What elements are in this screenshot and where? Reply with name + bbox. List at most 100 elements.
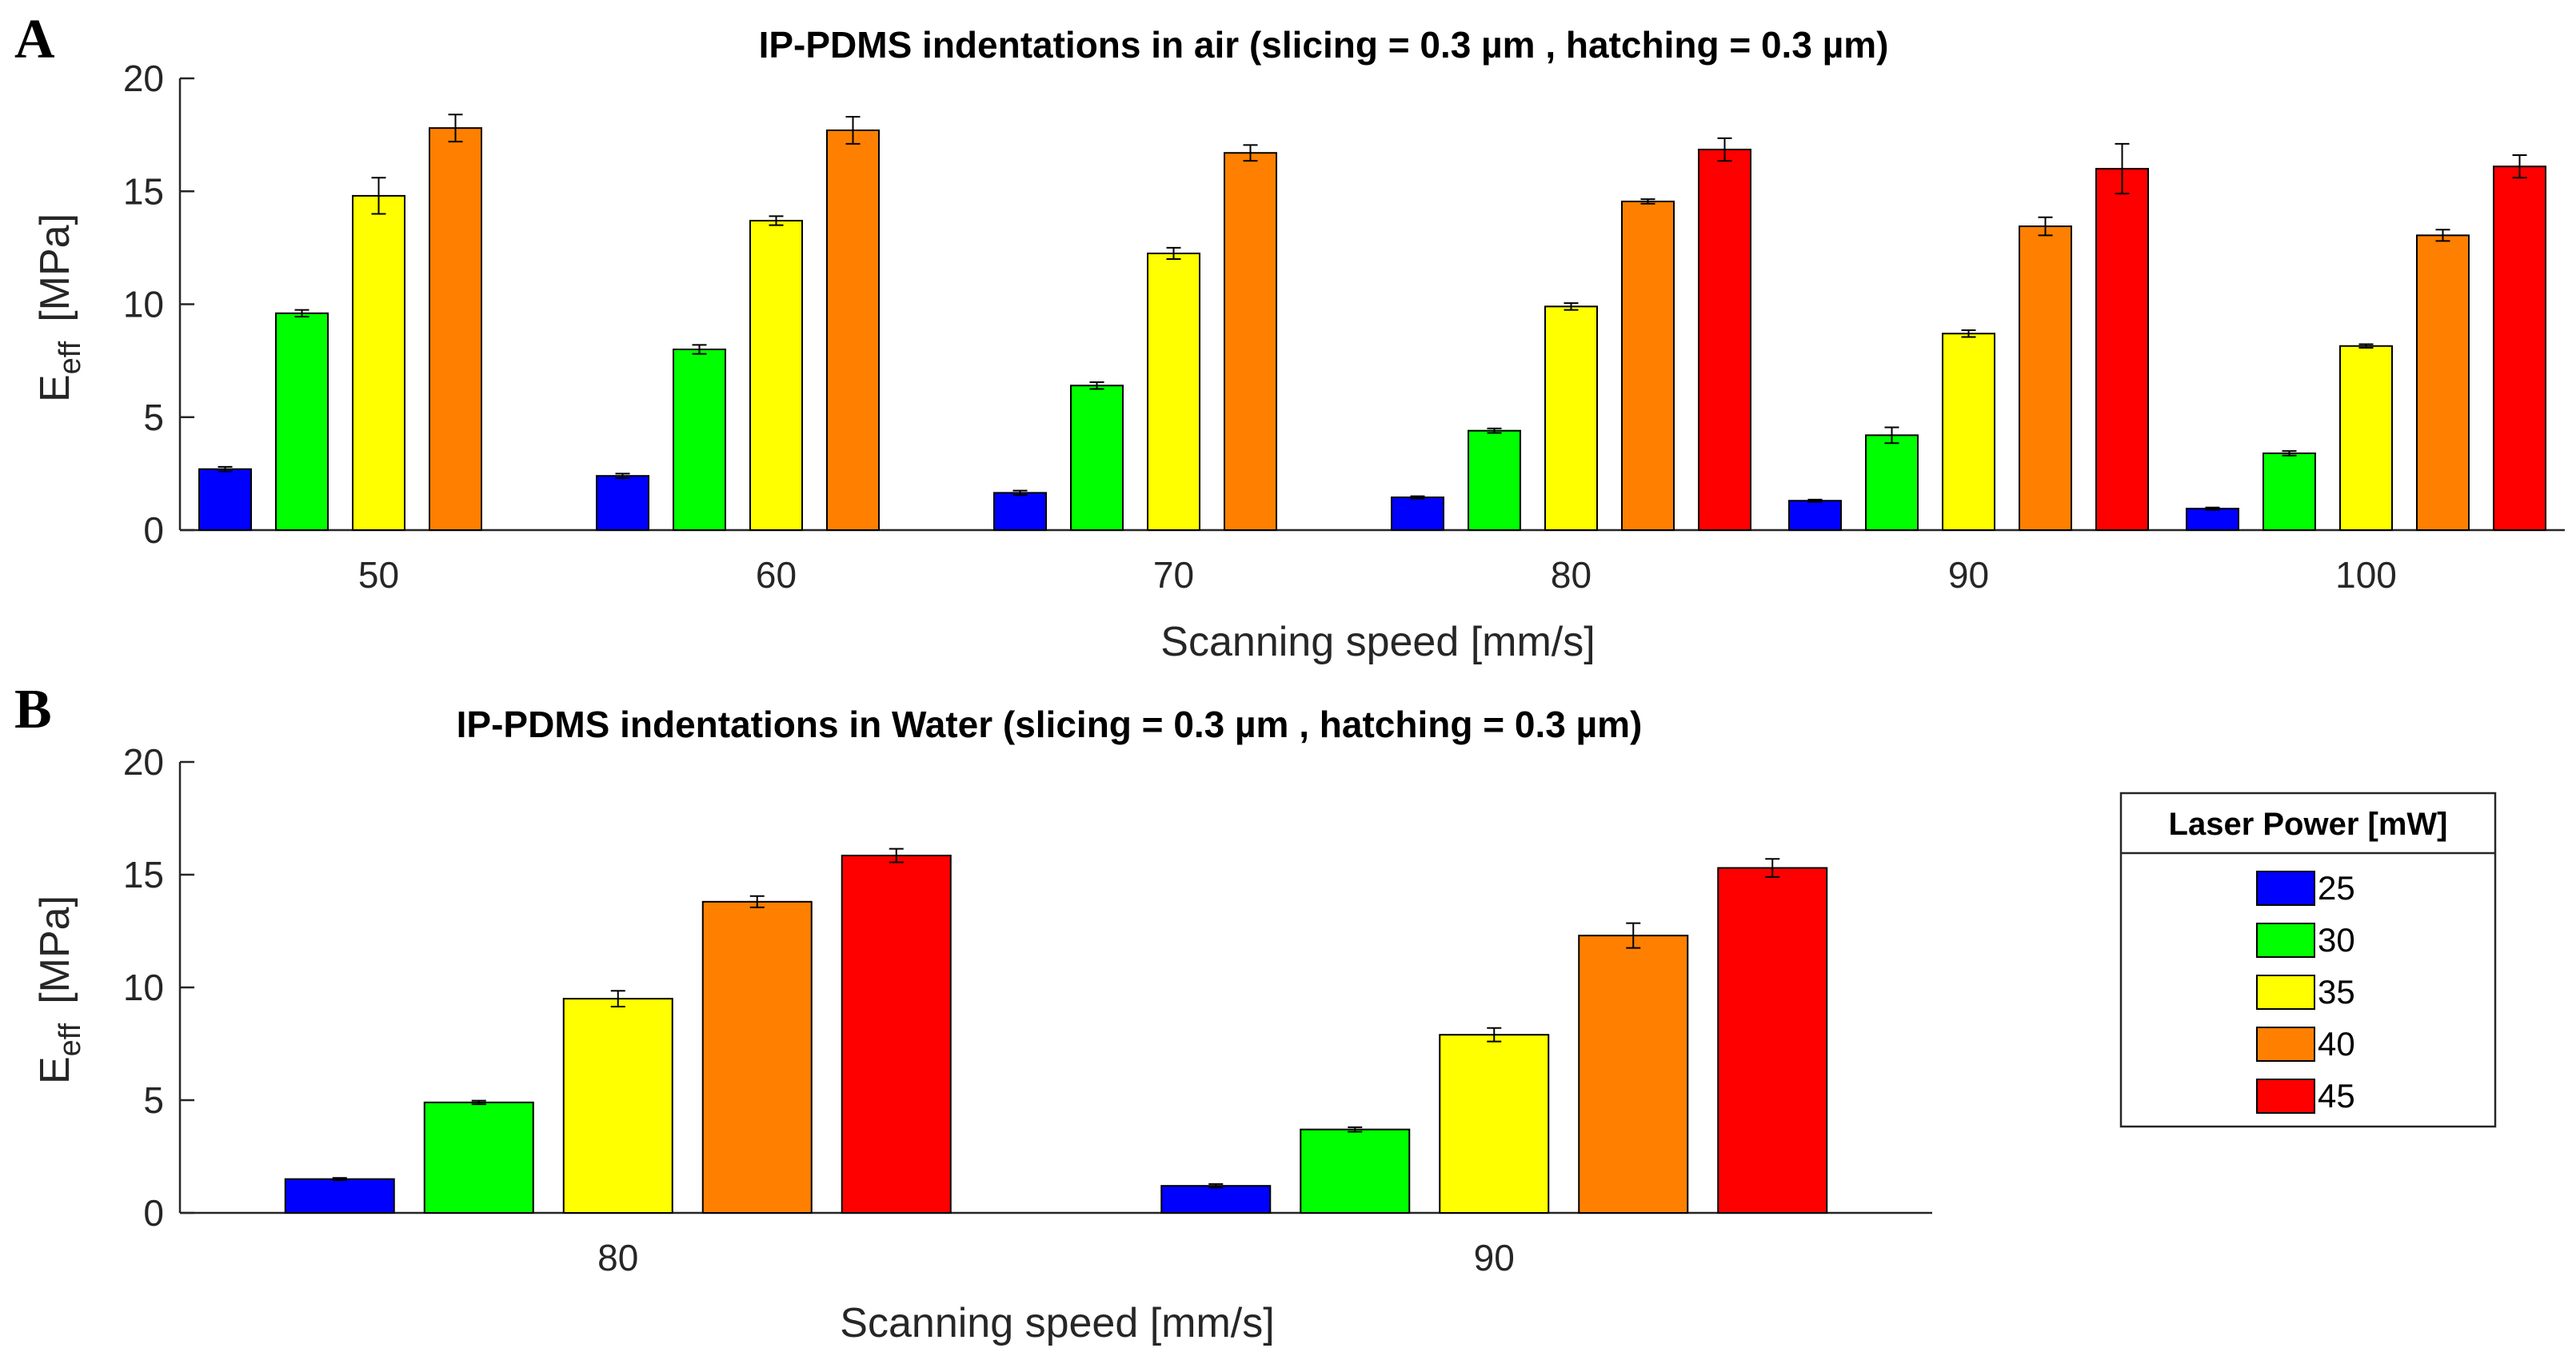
chart-a-bar-100-40 <box>2416 234 2470 531</box>
legend-swatch-25 <box>2256 871 2315 906</box>
chart-b-ylabel: Eeff [MPa] <box>32 895 87 1084</box>
chart-a-bar-70-25 <box>993 492 1047 532</box>
legend-label-40: 40 <box>2318 1025 2355 1063</box>
panel-b: B IP-PDMS indentations in Water (slicing… <box>14 679 1932 1346</box>
chart-a-ylabel-unit: [MPa] <box>32 213 78 322</box>
chart-a-bar-50-35 <box>352 194 405 531</box>
chart-a-xlabel: Scanning speed [mm/s] <box>1160 619 1595 665</box>
legend-box <box>2119 792 2497 1128</box>
chart-b-errorbar-90-30 <box>1348 1126 1363 1133</box>
chart-a-bar-100-30 <box>2262 452 2316 532</box>
chart-a-errorbar-50-25 <box>218 465 233 473</box>
chart-b-bar-80-25 <box>284 1178 395 1214</box>
chart-a-bar-100-35 <box>2339 345 2393 532</box>
legend-label-45: 45 <box>2318 1077 2355 1115</box>
chart-b-errorbar-80-45 <box>889 848 904 863</box>
chart-a-bar-60-25 <box>596 475 649 532</box>
legend-swatch-30 <box>2256 923 2315 958</box>
chart-a-errorbar-80-35 <box>1564 302 1579 311</box>
chart-a-title: IP-PDMS indentations in air (slicing = 0… <box>759 24 1889 66</box>
chart-a-xtick-label: 90 <box>1948 554 1989 596</box>
chart-a-xtick-label: 60 <box>756 554 797 596</box>
chart-b-bar-90-35 <box>1439 1034 1550 1214</box>
chart-a-ytick-label: 10 <box>123 284 164 325</box>
chart-b-errorbar-80-25 <box>332 1177 347 1182</box>
chart-a-errorbar-90-45 <box>2115 142 2130 195</box>
chart-b-ytick-label: 20 <box>123 741 164 783</box>
chart-a-errorbar-70-30 <box>1089 381 1104 390</box>
chart-a-bar-90-25 <box>1788 500 1842 532</box>
chart-b-ytick-label: 15 <box>123 854 164 895</box>
chart-a-xtick-label: 50 <box>358 554 399 596</box>
chart-b-bar-80-35 <box>562 998 673 1214</box>
chart-a-errorbar-60-30 <box>692 344 707 355</box>
chart-a-bar-50-25 <box>198 468 252 531</box>
chart-b-xlabel: Scanning speed [mm/s] <box>840 1300 1274 1346</box>
chart-b-bar-90-30 <box>1300 1128 1411 1214</box>
chart-a-xtick-label: 70 <box>1153 554 1194 596</box>
legend-label-25: 25 <box>2318 869 2355 907</box>
chart-b-title: IP-PDMS indentations in Water (slicing =… <box>457 704 1643 745</box>
chart-b-plot: 0 5 10 15 20 80 90 <box>123 741 1932 1278</box>
chart-a-errorbar-100-30 <box>2282 450 2297 457</box>
chart-b-errorbar-90-40 <box>1626 922 1641 949</box>
chart-b-errorbar-80-35 <box>610 990 625 1007</box>
chart-a-bar-90-40 <box>2019 225 2072 531</box>
chart-a-errorbar-60-35 <box>769 215 784 226</box>
panel-a-letter: A <box>14 9 55 70</box>
chart-b-ytick-label: 10 <box>123 967 164 1008</box>
chart-a-bar-70-35 <box>1147 252 1200 531</box>
chart-a-bar-90-45 <box>2095 168 2149 531</box>
legend-entries: 25 30 35 40 45 <box>2256 869 2355 1115</box>
chart-a-ytick-label: 0 <box>143 509 164 551</box>
chart-a-bar-60-40 <box>826 129 880 531</box>
chart-a-bar-80-35 <box>1544 305 1598 531</box>
legend-title: Laser Power [mW] <box>2169 807 2448 842</box>
chart-a-errorbar-100-35 <box>2358 343 2374 349</box>
legend: Laser Power [mW] 25 30 35 40 45 <box>2119 792 2497 1128</box>
chart-a-errorbar-90-25 <box>1807 498 1823 503</box>
chart-a-errorbar-90-35 <box>1961 329 1976 338</box>
chart-b-bar-80-40 <box>701 900 813 1214</box>
chart-a-bar-60-30 <box>673 349 726 531</box>
legend-swatch-45 <box>2256 1079 2315 1114</box>
chart-b-ylabel-text: Eeff [MPa] <box>32 895 87 1084</box>
chart-a-bar-80-25 <box>1391 497 1444 531</box>
legend-swatch-35 <box>2256 975 2315 1010</box>
chart-a-ylabel-text: Eeff [MPa] <box>32 213 87 402</box>
chart-a-bar-70-30 <box>1070 385 1124 532</box>
chart-a-ylabel-sub: eff <box>54 341 87 374</box>
chart-a-errorbar-50-40 <box>448 114 463 143</box>
chart-a-errorbar-60-40 <box>845 116 861 145</box>
chart-a-xtick-label: 100 <box>2335 554 2397 596</box>
chart-a-errorbar-100-40 <box>2435 229 2450 242</box>
chart-a-errorbar-100-25 <box>2205 506 2220 511</box>
chart-a-errorbar-90-40 <box>2038 216 2053 237</box>
chart-a-bar-100-25 <box>2186 508 2239 531</box>
chart-b-errorbar-80-30 <box>471 1099 486 1106</box>
chart-a-errorbar-70-25 <box>1012 489 1028 497</box>
chart-a-bar-80-30 <box>1468 429 1521 532</box>
chart-a-errorbar-50-30 <box>294 309 310 318</box>
chart-b-ylabel-sub: eff <box>54 1023 87 1056</box>
chart-b-bar-80-45 <box>841 855 952 1214</box>
chart-a-xtick-label: 80 <box>1551 554 1592 596</box>
chart-a-bar-80-40 <box>1621 200 1675 531</box>
chart-a-bar-50-40 <box>429 127 482 531</box>
chart-a-plot: 0 5 10 15 20 50 60 70 80 90 100 <box>123 58 2565 596</box>
chart-a-errorbar-80-45 <box>1717 137 1732 162</box>
chart-b-bar-90-45 <box>1717 867 1828 1214</box>
chart-a-bar-50-30 <box>275 312 329 531</box>
chart-a-bar-90-35 <box>1942 333 1995 531</box>
chart-b-bar-90-25 <box>1160 1185 1272 1214</box>
chart-a-bar-70-40 <box>1224 152 1277 531</box>
chart-a-errorbar-80-40 <box>1640 198 1655 205</box>
chart-b-ytick-label: 5 <box>143 1079 164 1121</box>
chart-a-errorbar-70-40 <box>1243 144 1258 162</box>
chart-a-errorbar-70-35 <box>1166 246 1181 260</box>
chart-a-errorbar-60-25 <box>615 473 630 480</box>
chart-a-errorbar-80-30 <box>1487 427 1502 434</box>
chart-b-errorbar-90-45 <box>1765 858 1780 878</box>
chart-b-ytick-label: 0 <box>143 1192 164 1234</box>
